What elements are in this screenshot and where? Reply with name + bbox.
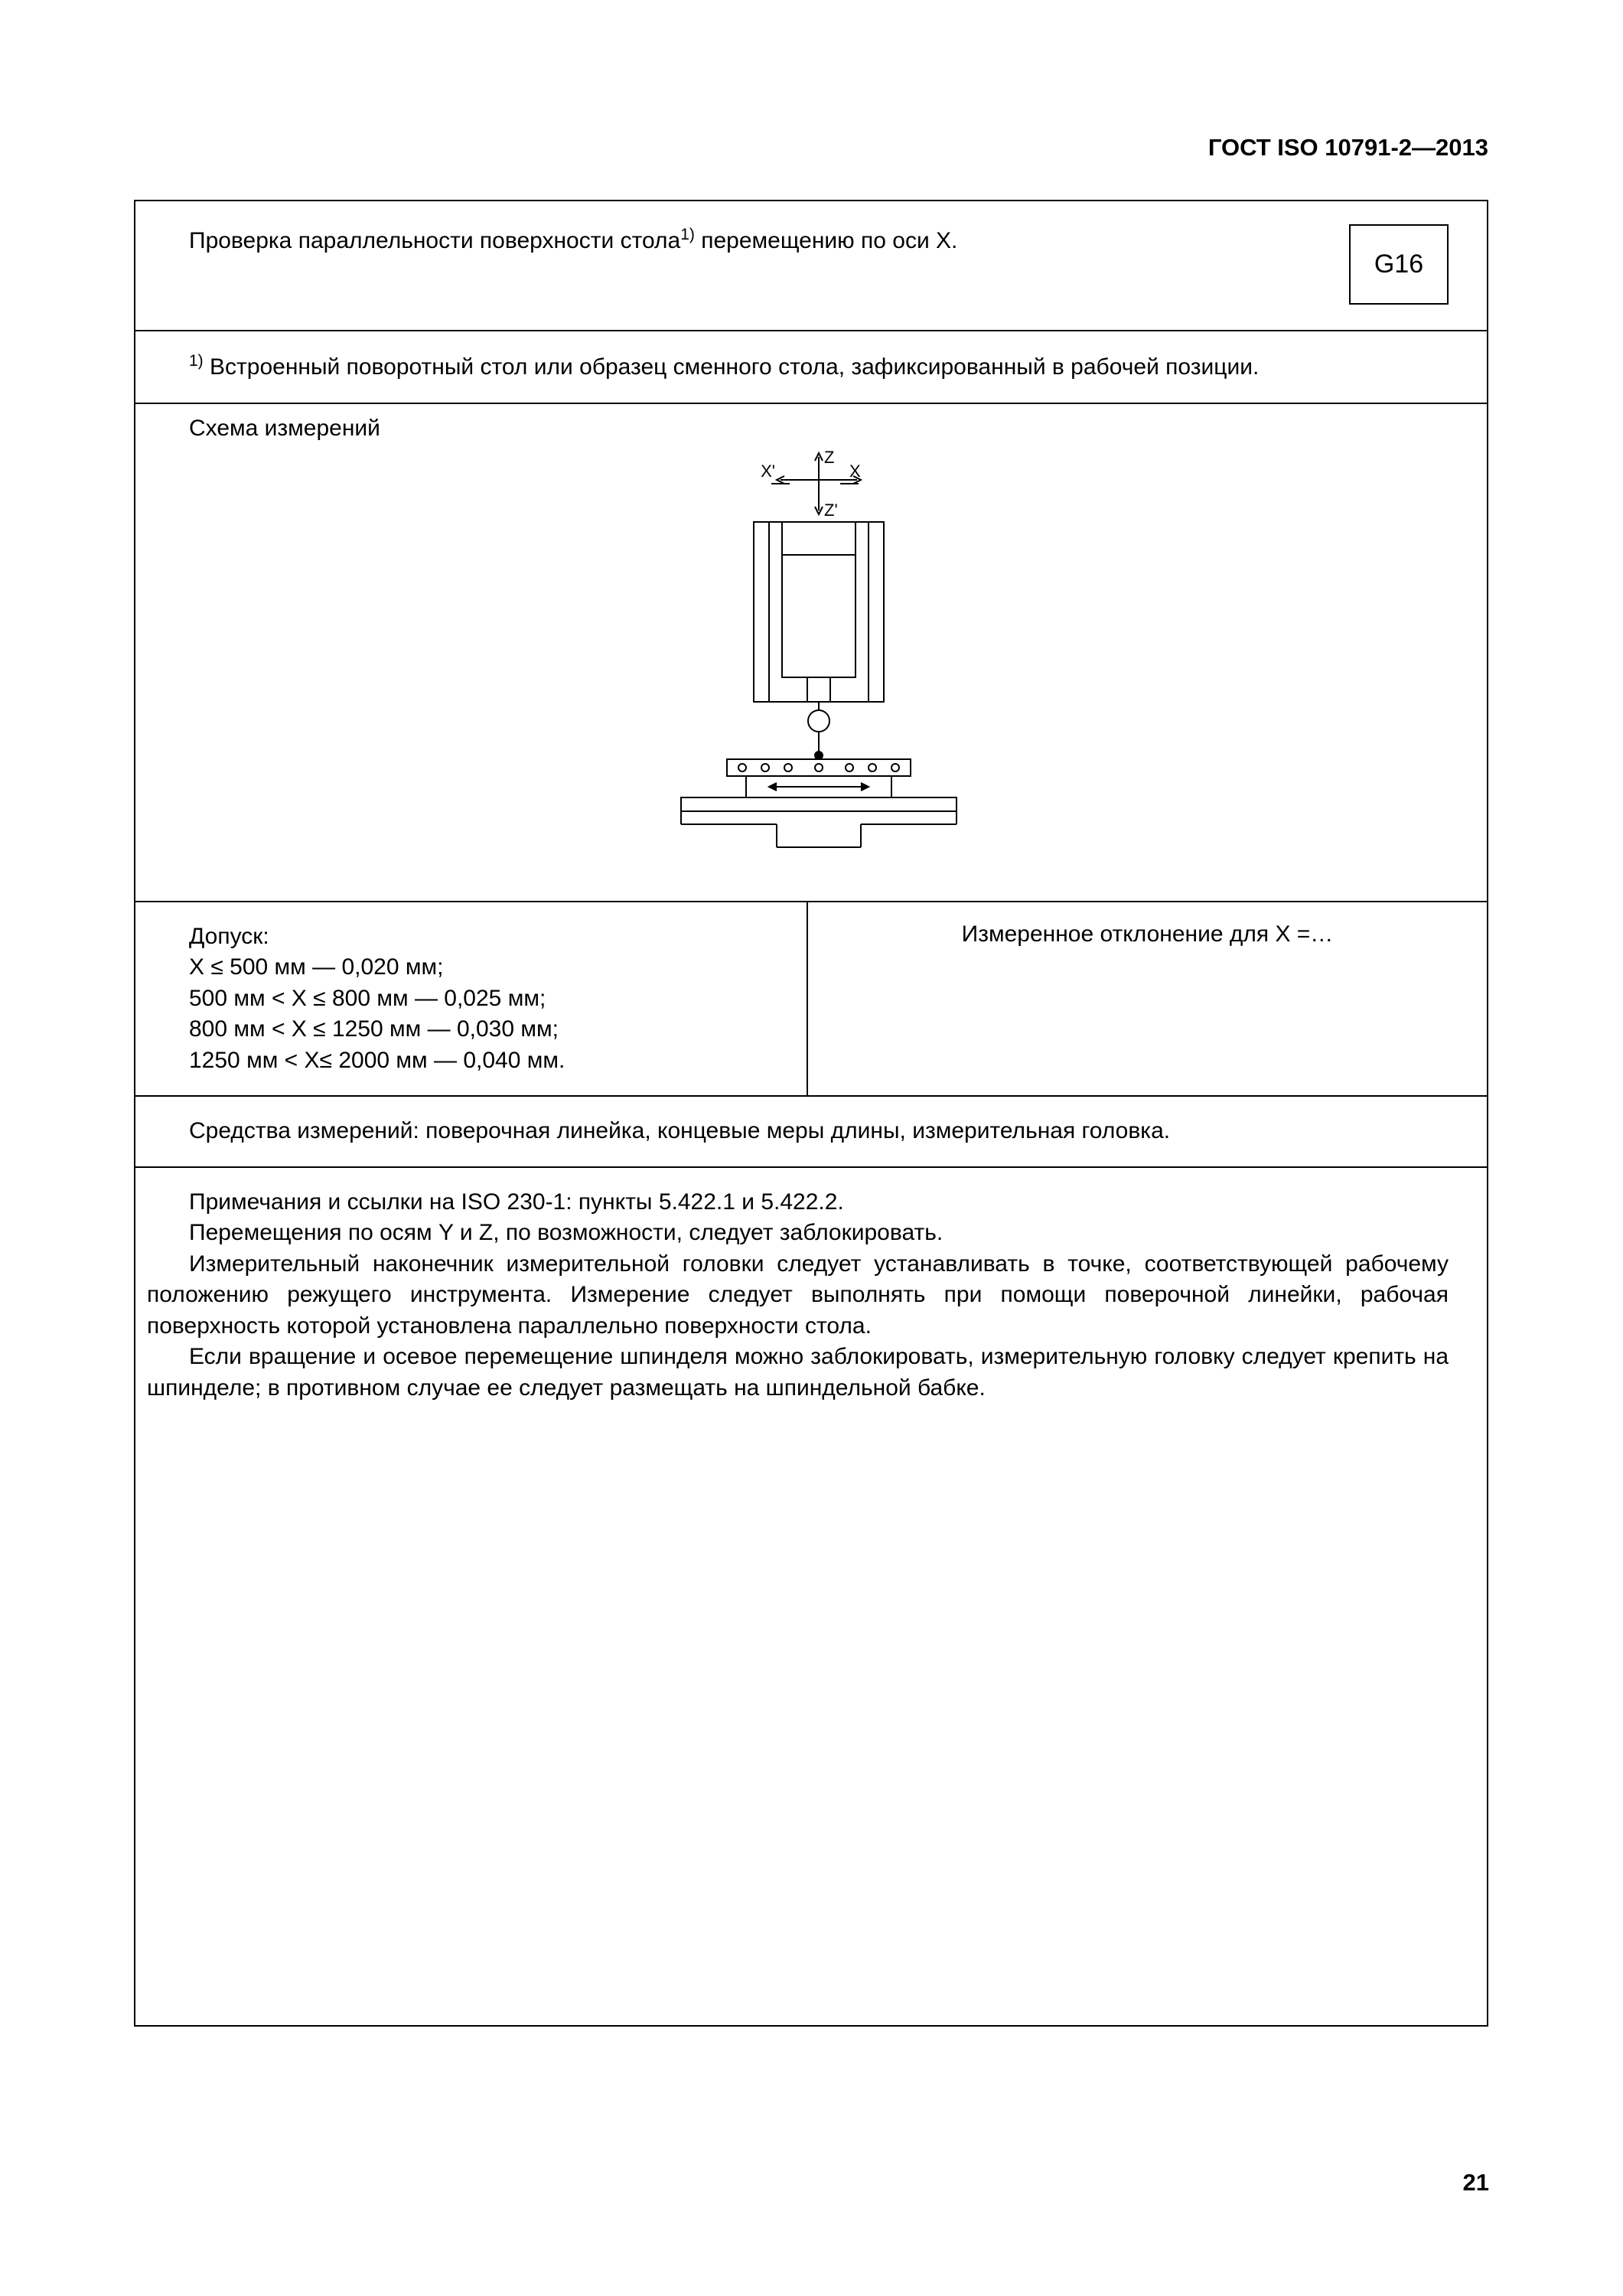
footnote-sup: 1) bbox=[189, 352, 204, 370]
title-part-b: перемещению по оси X. bbox=[695, 228, 958, 253]
check-title: Проверка параллельности поверхности стол… bbox=[189, 224, 1449, 257]
tolerance-line-3: 1250 мм < X≤ 2000 мм — 0,040 мм. bbox=[189, 1045, 791, 1077]
notes-p2: Перемещения по осям Y и Z, по возможност… bbox=[147, 1218, 1449, 1249]
measurement-diagram: Z X X' Z' bbox=[189, 449, 1449, 878]
scheme-title: Схема измерений bbox=[189, 416, 1449, 442]
check-code: G16 bbox=[1349, 224, 1449, 305]
axis-xp-label: X' bbox=[761, 461, 775, 481]
footnote-text: 1) Встроенный поворотный стол или образе… bbox=[147, 351, 1449, 383]
row-instruments: Средства измерений: поверочная линейка, … bbox=[135, 1097, 1487, 1168]
tolerance-line-1: 500 мм < X ≤ 800 мм — 0,025 мм; bbox=[189, 983, 791, 1015]
instruments-text: Средства измерений: поверочная линейка, … bbox=[189, 1118, 1170, 1143]
notes-p4: Если вращение и осевое перемещение шпинд… bbox=[147, 1342, 1449, 1404]
axis-zp-label: Z' bbox=[824, 501, 838, 520]
title-part-a: Проверка параллельности поверхности стол… bbox=[189, 228, 680, 253]
diagram-svg: Z X X' Z' bbox=[620, 449, 1018, 863]
row-scheme: Схема измерений Z X bbox=[135, 404, 1487, 902]
axis-x-label: X bbox=[849, 461, 861, 481]
row-notes: Примечания и ссылки на ISO 230-1: пункты… bbox=[135, 1168, 1487, 2025]
tolerance-line-0: X ≤ 500 мм — 0,020 мм; bbox=[189, 952, 791, 983]
row-footnote: 1) Встроенный поворотный стол или образе… bbox=[135, 331, 1487, 404]
tolerance-cell: Допуск: X ≤ 500 мм — 0,020 мм; 500 мм < … bbox=[135, 902, 808, 1096]
page-number: 21 bbox=[1463, 2169, 1489, 2197]
tolerance-line-2: 800 мм < X ≤ 1250 мм — 0,030 мм; bbox=[189, 1014, 791, 1045]
notes-p3: Измерительный наконечник измерительной г… bbox=[147, 1249, 1449, 1342]
page-header-standard: ГОСТ ISO 10791-2—2013 bbox=[134, 134, 1488, 161]
row-tolerance-deviation: Допуск: X ≤ 500 мм — 0,020 мм; 500 мм < … bbox=[135, 902, 1487, 1097]
row-title: Проверка параллельности поверхности стол… bbox=[135, 201, 1487, 331]
tolerance-title: Допуск: bbox=[189, 921, 791, 953]
deviation-text: Измеренное отклонение для X =… bbox=[846, 921, 1449, 947]
axis-z-label: Z bbox=[824, 449, 834, 467]
notes-p1: Примечания и ссылки на ISO 230-1: пункты… bbox=[147, 1187, 1449, 1218]
footnote-body: Встроенный поворотный стол или образец с… bbox=[204, 354, 1260, 380]
main-table: Проверка параллельности поверхности стол… bbox=[134, 200, 1488, 2027]
title-sup: 1) bbox=[680, 226, 695, 243]
deviation-cell: Измеренное отклонение для X =… bbox=[808, 902, 1487, 1096]
